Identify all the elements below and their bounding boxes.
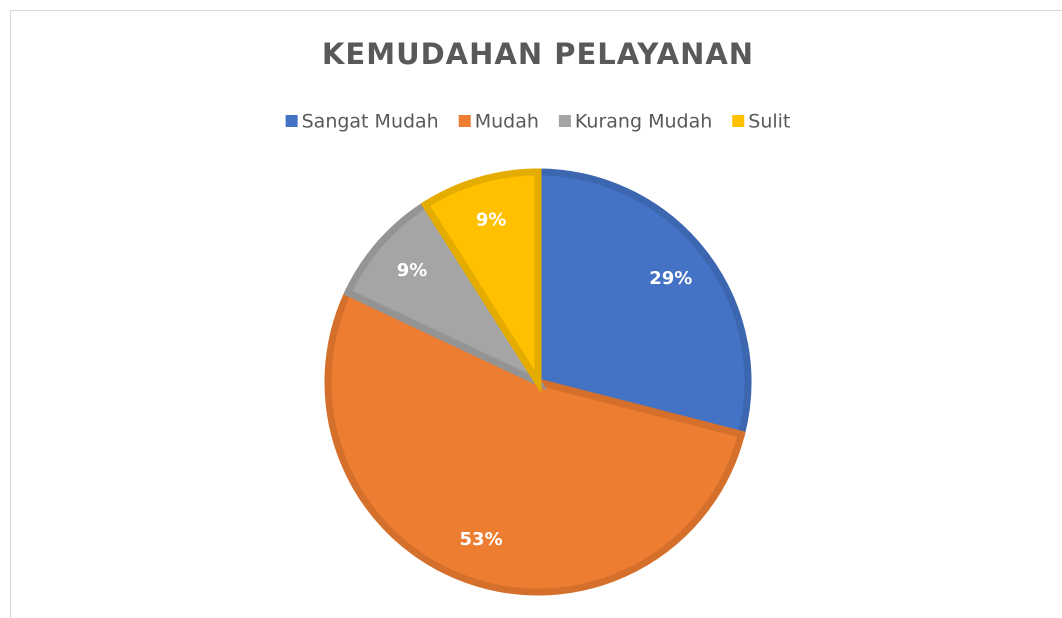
legend-swatch [285, 115, 298, 127]
legend-item: Sulit [732, 111, 790, 133]
legend-item: Kurang Mudah [558, 111, 712, 133]
pie-slice [347, 204, 538, 382]
slice-group [420, 168, 542, 395]
slice-shade [343, 199, 548, 391]
slice-shade [420, 168, 542, 395]
slice-shade [534, 168, 752, 439]
pie-slice [328, 292, 742, 592]
legend-label: Kurang Mudah [575, 111, 712, 133]
slice-border [343, 199, 548, 391]
legend-item: Sangat Mudah [285, 111, 439, 133]
pie-slice [425, 172, 538, 382]
legend-label: Sulit [748, 111, 790, 133]
slice-group [534, 168, 752, 439]
slice-group [343, 199, 548, 391]
legend-label: Mudah [475, 111, 539, 133]
slice-border [324, 287, 746, 596]
data-label: 29% [649, 268, 692, 289]
data-label: 53% [460, 529, 503, 550]
slice-border [534, 168, 752, 439]
data-label: 9% [476, 210, 507, 231]
data-label: 9% [397, 260, 428, 281]
legend-swatch [732, 115, 745, 127]
legend-label: Sangat Mudah [302, 111, 439, 133]
legend-item: Mudah [458, 111, 539, 133]
slice-shade [324, 287, 746, 596]
chart-title: KEMUDAHAN PELAYANAN [322, 37, 754, 71]
legend-swatch [458, 115, 471, 127]
slice-group [324, 287, 746, 596]
slice-border [420, 168, 542, 395]
pie-slice [538, 172, 748, 435]
legend-swatch [558, 115, 571, 127]
